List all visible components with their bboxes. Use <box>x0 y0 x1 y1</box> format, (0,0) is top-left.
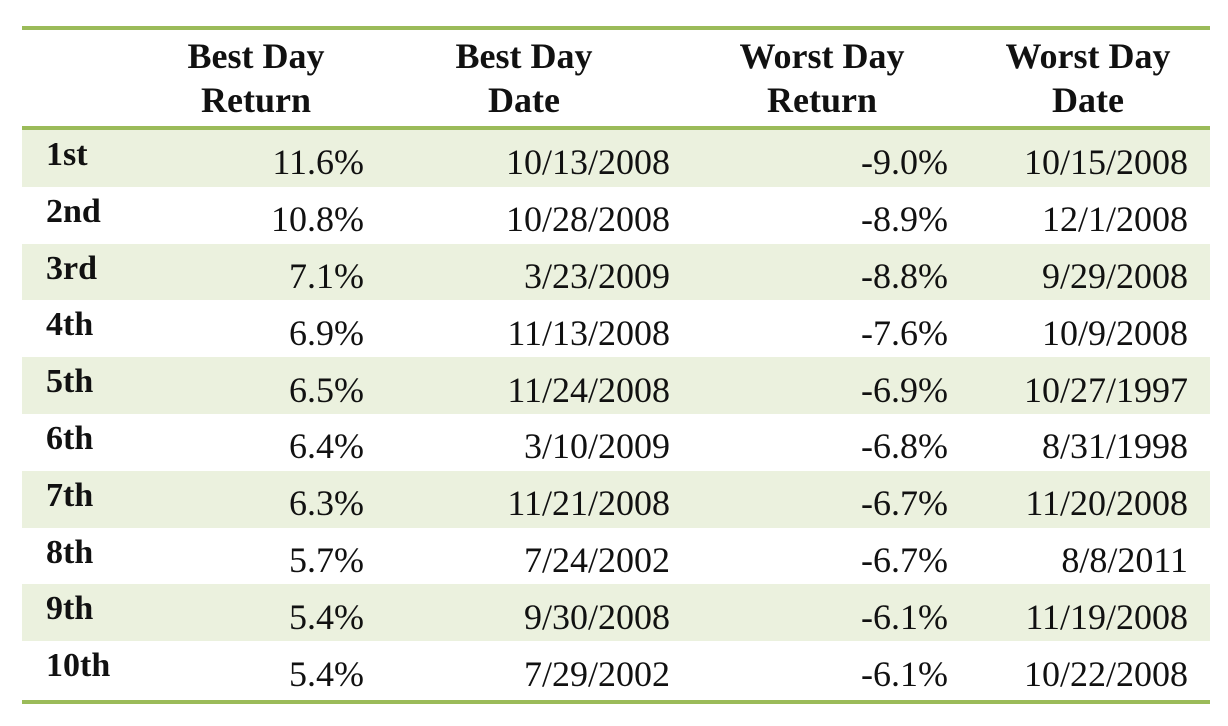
best-return-cell: 6.3% <box>289 483 364 524</box>
worst-return-cell: -6.1% <box>861 653 948 694</box>
table-row: 3rd 7.1% 3/23/2009 -8.8% 9/29/2008 <box>22 243 1210 301</box>
best-date-cell: 11/24/2008 <box>507 369 670 410</box>
table-header: Best Day Return Best Day Date Worst Day … <box>22 30 1210 130</box>
worst-return-cell: -6.9% <box>861 369 948 410</box>
rank-cell: 3rd <box>46 249 97 287</box>
table-row: 5th 6.5% 11/24/2008 -6.9% 10/27/1997 <box>22 357 1210 414</box>
worst-return-cell: -6.8% <box>861 426 948 467</box>
worst-return-cell: -8.8% <box>861 255 948 296</box>
worst-date-cell: 12/1/2008 <box>1041 199 1188 240</box>
worst-return-cell: -9.0% <box>861 142 948 183</box>
table-row: 4th 6.9% 11/13/2008 -7.6% 10/9/2008 <box>22 300 1210 357</box>
best-return-cell: 7.1% <box>289 255 364 296</box>
worst-return-cell: -6.7% <box>861 539 948 580</box>
header-worst-day-date: Worst Day Date <box>1005 36 1171 120</box>
best-return-cell: 5.4% <box>289 653 364 694</box>
worst-date-cell: 8/31/1998 <box>1041 426 1188 467</box>
best-return-cell: 6.9% <box>289 312 364 353</box>
rank-cell: 7th <box>46 476 94 514</box>
worst-date-cell: 8/8/2011 <box>1061 539 1188 580</box>
table-row: 6th 6.4% 3/10/2009 -6.8% 8/31/1998 <box>22 414 1210 471</box>
rank-cell: 4th <box>46 306 94 344</box>
table-row: 10th 5.4% 7/29/2002 -6.1% 10/22/2008 <box>22 641 1210 698</box>
best-date-cell: 7/24/2002 <box>523 539 670 580</box>
best-date-cell: 3/10/2009 <box>523 426 670 467</box>
rank-cell: 8th <box>46 533 94 571</box>
rank-cell: 10th <box>46 647 111 685</box>
table-row: 8th 5.7% 7/24/2002 -6.7% 8/8/2011 <box>22 528 1210 585</box>
best-return-cell: 11.6% <box>272 142 364 183</box>
best-date-cell: 3/23/2009 <box>523 255 670 296</box>
worst-return-cell: -7.6% <box>861 312 948 353</box>
rank-cell: 6th <box>46 419 94 457</box>
top-rule <box>22 26 1210 30</box>
best-return-cell: 10.8% <box>271 199 364 240</box>
best-date-cell: 10/13/2008 <box>505 142 670 183</box>
table-row: 7th 6.3% 11/21/2008 -6.7% 11/20/2008 <box>22 470 1210 528</box>
worst-date-cell: 10/15/2008 <box>1023 142 1188 183</box>
table-row: 1st 11.6% 10/13/2008 -9.0% 10/15/2008 <box>22 130 1210 187</box>
worst-return-cell: -8.9% <box>861 199 948 240</box>
worst-return-cell: -6.7% <box>861 483 948 524</box>
table-row: 9th 5.4% 9/30/2008 -6.1% 11/19/2008 <box>22 584 1210 642</box>
worst-date-cell: 9/29/2008 <box>1041 255 1188 296</box>
best-date-cell: 9/30/2008 <box>523 596 670 637</box>
returns-table: Best Day Return Best Day Date Worst Day … <box>22 26 1210 704</box>
best-return-cell: 5.4% <box>289 596 364 637</box>
worst-date-cell: 10/27/1997 <box>1023 369 1188 410</box>
best-return-cell: 6.5% <box>289 369 364 410</box>
best-return-cell: 6.4% <box>289 426 364 467</box>
bottom-rule <box>22 699 1210 704</box>
worst-date-cell: 10/9/2008 <box>1041 312 1188 353</box>
header-best-day-return: Best Day Return <box>187 36 325 120</box>
table-row: 2nd 10.8% 10/28/2008 -8.9% 12/1/2008 <box>22 187 1210 244</box>
worst-date-cell: 11/20/2008 <box>1025 483 1188 524</box>
best-return-cell: 5.7% <box>289 539 364 580</box>
worst-date-cell: 11/19/2008 <box>1025 596 1188 637</box>
table-body: 1st 11.6% 10/13/2008 -9.0% 10/15/2008 2n… <box>22 130 1210 698</box>
rank-cell: 5th <box>46 363 94 401</box>
rank-cell: 9th <box>46 590 94 628</box>
rank-cell: 2nd <box>46 192 101 230</box>
worst-date-cell: 10/22/2008 <box>1023 653 1188 694</box>
header-worst-day-return: Worst Day Return <box>739 36 905 120</box>
best-date-cell: 11/21/2008 <box>507 483 670 524</box>
best-date-cell: 10/28/2008 <box>505 199 670 240</box>
best-date-cell: 7/29/2002 <box>523 653 670 694</box>
rank-cell: 1st <box>46 136 88 173</box>
header-best-day-date: Best Day Date <box>455 36 593 120</box>
worst-return-cell: -6.1% <box>861 596 948 637</box>
best-date-cell: 11/13/2008 <box>507 312 670 353</box>
